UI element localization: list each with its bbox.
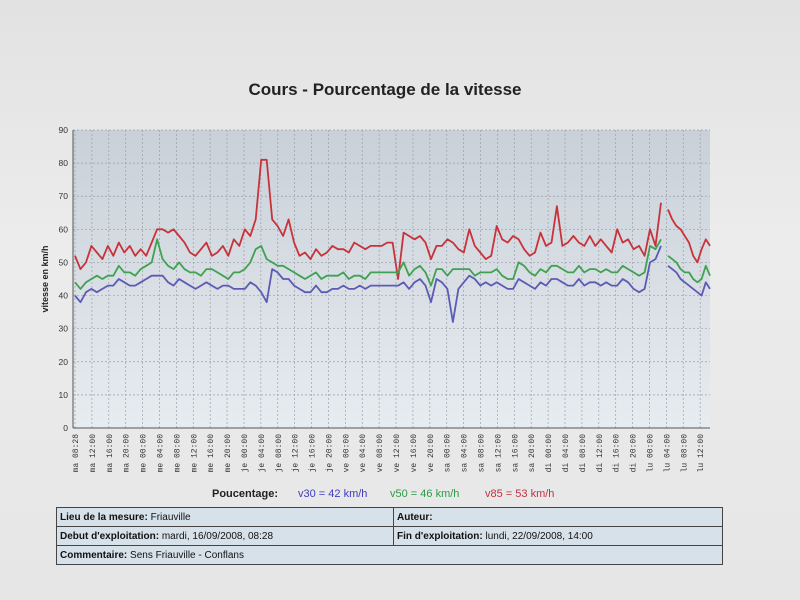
legend-label: Poucentage: <box>212 488 279 500</box>
info-row: Debut d'exploitation: mardi, 16/09/2008,… <box>56 526 723 546</box>
x-tick-label: ma 20:00 <box>123 434 132 473</box>
info-lieu-cell: Lieu de la mesure: Friauville <box>56 507 394 527</box>
x-tick-label: ve 04:00 <box>359 434 368 473</box>
y-tick-label: 90 <box>59 125 69 135</box>
series-line-v50 <box>74 238 662 290</box>
x-tick-label: je 08:00 <box>275 434 284 473</box>
commentaire-value: Sens Friauville - Conflans <box>130 549 244 561</box>
lieu-label: Lieu de la mesure: <box>60 511 148 523</box>
y-tick-label: 60 <box>59 224 69 234</box>
x-tick-label: sa 08:00 <box>478 434 487 473</box>
x-tick-label: sa 04:00 <box>461 434 470 473</box>
x-tick-label: sa 16:00 <box>511 434 520 473</box>
y-axis-label: vitesse en km/h <box>40 245 50 312</box>
x-tick-label: me 20:00 <box>224 434 233 473</box>
commentaire-label: Commentaire: <box>60 549 128 561</box>
legend-item-v85: v85 = 53 km/h <box>485 488 555 500</box>
x-tick-label: ve 00:00 <box>342 434 351 473</box>
chart-title: Cours - Pourcentage de la vitesse <box>248 80 522 99</box>
x-tick-label: je 12:00 <box>292 434 301 473</box>
debut-label: Debut d'exploitation: <box>60 530 160 542</box>
x-tick-label: je 16:00 <box>309 434 318 473</box>
series-line-v50 <box>667 255 711 284</box>
legend-item-v30: v30 = 42 km/h <box>298 488 368 500</box>
x-tick-label: ma 16:00 <box>106 434 115 473</box>
legend-item-v50: v50 = 46 km/h <box>390 488 460 500</box>
x-tick-label: me 08:00 <box>173 434 182 473</box>
series-line-v30 <box>667 265 711 297</box>
y-tick-label: 50 <box>59 257 69 267</box>
x-tick-label: me 16:00 <box>207 434 216 473</box>
series-line-v85 <box>74 158 662 280</box>
x-tick-label: ve 08:00 <box>376 434 385 473</box>
info-commentaire-cell: Commentaire: Sens Friauville - Conflans <box>56 545 723 565</box>
x-tick-label: di 16:00 <box>613 434 622 473</box>
x-tick-label: ve 16:00 <box>410 434 419 473</box>
info-fin-cell: Fin d'exploitation: lundi, 22/09/2008, 1… <box>393 526 723 546</box>
x-tick-label: di 20:00 <box>630 434 639 473</box>
x-tick-label: di 04:00 <box>562 434 571 473</box>
lieu-value: Friauville <box>150 511 191 523</box>
x-tick-label: je 20:00 <box>325 434 334 473</box>
measurement-info-table: Lieu de la mesure: Friauville Auteur: De… <box>56 507 723 565</box>
debut-value: mardi, 16/09/2008, 08:28 <box>161 530 274 542</box>
info-row: Commentaire: Sens Friauville - Conflans <box>56 545 723 565</box>
fin-label: Fin d'exploitation: <box>397 530 483 542</box>
y-tick-label: 80 <box>59 158 69 168</box>
x-tick-label: je 00:00 <box>241 434 250 473</box>
x-tick-label: me 04:00 <box>156 434 165 473</box>
x-tick-label: me 00:00 <box>140 434 149 473</box>
fin-value: lundi, 22/09/2008, 14:00 <box>485 530 593 542</box>
x-tick-label: sa 20:00 <box>528 434 537 473</box>
x-tick-label: sa 00:00 <box>444 434 453 473</box>
y-tick-label: 10 <box>59 390 69 400</box>
y-tick-label: 30 <box>59 324 69 334</box>
x-tick-label: ve 12:00 <box>393 434 402 473</box>
auteur-label: Auteur: <box>397 511 433 523</box>
y-tick-label: 40 <box>59 291 69 301</box>
y-tick-label: 70 <box>59 191 69 201</box>
x-tick-label: di 12:00 <box>596 434 605 473</box>
x-tick-label: ve 20:00 <box>427 434 436 473</box>
x-tick-label: sa 12:00 <box>494 434 503 473</box>
info-row: Lieu de la mesure: Friauville Auteur: <box>56 507 723 527</box>
x-tick-label: lu 00:00 <box>646 434 655 473</box>
x-tick-label: lu 04:00 <box>663 434 672 473</box>
plot-area <box>73 130 710 428</box>
series-line-v85 <box>667 209 711 264</box>
x-tick-label: lu 08:00 <box>680 434 689 473</box>
x-tick-label: lu 12:00 <box>697 434 706 473</box>
x-tick-label: di 00:00 <box>545 434 554 473</box>
x-tick-label: ma 08:28 <box>72 434 81 473</box>
y-tick-label: 0 <box>63 423 68 433</box>
info-auteur-cell: Auteur: <box>393 507 723 527</box>
y-tick-label: 20 <box>59 357 69 367</box>
series-line-v30 <box>74 245 662 323</box>
x-tick-label: ma 12:00 <box>89 434 98 473</box>
x-tick-label: me 12:00 <box>190 434 199 473</box>
x-tick-label: di 08:00 <box>579 434 588 473</box>
info-debut-cell: Debut d'exploitation: mardi, 16/09/2008,… <box>56 526 394 546</box>
x-tick-label: je 04:00 <box>258 434 267 473</box>
